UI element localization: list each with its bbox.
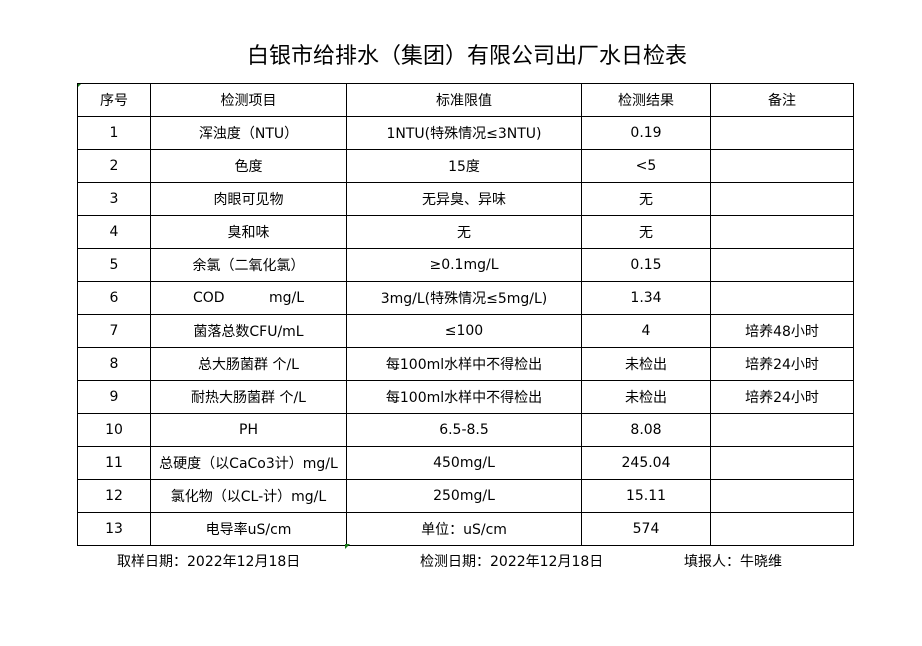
- item-cell: 肉眼可见物: [150, 182, 347, 216]
- table-row: 2 色度 15度 <5: [77, 149, 854, 183]
- table-row: 12 氯化物（以CL-计）mg/L 250mg/L 15.11: [77, 479, 854, 513]
- limit-cell: 每100ml水样中不得检出: [346, 380, 582, 414]
- remark-cell: 培养24小时: [710, 347, 854, 381]
- result-cell: 1.34: [581, 281, 711, 315]
- result-cell: 未检出: [581, 347, 711, 381]
- limit-cell: 1NTU(特殊情况≤3NTU): [346, 116, 582, 150]
- result-cell: 无: [581, 182, 711, 216]
- table-row: 8 总大肠菌群 个/L 每100ml水样中不得检出 未检出 培养24小时: [77, 347, 854, 381]
- result-cell: 0.15: [581, 248, 711, 282]
- table-row: 4 臭和味无无: [77, 215, 854, 249]
- table-row: 6 COD mg/L 3mg/L(特殊情况≤5mg/L) 1.34: [77, 281, 854, 315]
- seq-cell: 12: [77, 479, 151, 513]
- table-row: 1 浑浊度（NTU） 1NTU(特殊情况≤3NTU) 0.19: [77, 116, 854, 150]
- seq-cell: 序号: [77, 83, 151, 117]
- limit-cell: 3mg/L(特殊情况≤5mg/L): [346, 281, 582, 315]
- limit-cell: 250mg/L: [346, 479, 582, 513]
- cell-marker-icon: [345, 544, 350, 549]
- seq-cell: 6: [77, 281, 151, 315]
- remark-cell: 备注: [710, 83, 854, 117]
- table-row: 9 耐热大肠菌群 个/L 每100ml水样中不得检出 未检出 培养24小时: [77, 380, 854, 414]
- seq-cell: 13: [77, 512, 151, 546]
- item-cell: 余氯（二氧化氯）: [150, 248, 347, 282]
- seq-cell: 10: [77, 413, 151, 447]
- header-row: 序号 检测项目 标准限值 检测结果 备注: [77, 83, 854, 117]
- table-row: 3 肉眼可见物 无异臭、异味无: [77, 182, 854, 216]
- item-cell: COD mg/L: [150, 281, 347, 315]
- remark-cell: [710, 116, 854, 150]
- remark-cell: [710, 281, 854, 315]
- table-row: 13 电导率uS/cm 单位：uS/cm 574: [77, 512, 854, 546]
- table-row: 10 PH 6.5-8.5 8.08: [77, 413, 854, 447]
- limit-cell: ≥0.1mg/L: [346, 248, 582, 282]
- remark-cell: [710, 446, 854, 480]
- reporter: 填报人：牛晓维: [684, 554, 782, 570]
- result-cell: 15.11: [581, 479, 711, 513]
- remark-cell: [710, 413, 854, 447]
- result-cell: 574: [581, 512, 711, 546]
- result-cell: 245.04: [581, 446, 711, 480]
- seq-cell: 11: [77, 446, 151, 480]
- result-cell: <5: [581, 149, 711, 183]
- seq-cell: 3: [77, 182, 151, 216]
- item-cell: 总硬度（以CaCo3计）mg/L: [150, 446, 347, 480]
- limit-cell: 无异臭、异味: [346, 182, 582, 216]
- item-cell: 总大肠菌群 个/L: [150, 347, 347, 381]
- seq-cell: 5: [77, 248, 151, 282]
- seq-cell: 4: [77, 215, 151, 249]
- item-cell: 电导率uS/cm: [150, 512, 347, 546]
- remark-cell: [710, 182, 854, 216]
- limit-cell: 单位：uS/cm: [346, 512, 582, 546]
- inspection-table: 序号 检测项目 标准限值 检测结果 备注 1 浑浊度（NTU） 1NTU(特殊情况≤3NTU)…: [77, 83, 854, 546]
- limit-cell: ≤100: [346, 314, 582, 348]
- item-cell: 色度: [150, 149, 347, 183]
- seq-cell: 9: [77, 380, 151, 414]
- item-cell: 浑浊度（NTU）: [150, 116, 347, 150]
- test-date: 检测日期：2022年12月18日: [420, 554, 604, 570]
- item-cell: 检测项目: [150, 83, 347, 117]
- limit-cell: 无: [346, 215, 582, 249]
- table-row: 7 菌落总数CFU/mL ≤100 4 培养48小时: [77, 314, 854, 348]
- remark-cell: 培养24小时: [710, 380, 854, 414]
- item-cell: 菌落总数CFU/mL: [150, 314, 347, 348]
- remark-cell: [710, 479, 854, 513]
- result-cell: 未检出: [581, 380, 711, 414]
- table-row: 5 余氯（二氧化氯） ≥0.1mg/L 0.15: [77, 248, 854, 282]
- limit-cell: 450mg/L: [346, 446, 582, 480]
- limit-cell: 标准限值: [346, 83, 582, 117]
- remark-cell: [710, 215, 854, 249]
- item-cell: 氯化物（以CL-计）mg/L: [150, 479, 347, 513]
- remark-cell: [710, 248, 854, 282]
- limit-cell: 每100ml水样中不得检出: [346, 347, 582, 381]
- remark-cell: [710, 149, 854, 183]
- limit-cell: 6.5-8.5: [346, 413, 582, 447]
- item-cell: 臭和味: [150, 215, 347, 249]
- seq-cell: 7: [77, 314, 151, 348]
- result-cell: 0.19: [581, 116, 711, 150]
- result-cell: 8.08: [581, 413, 711, 447]
- remark-cell: 培养48小时: [710, 314, 854, 348]
- seq-cell: 1: [77, 116, 151, 150]
- result-cell: 4: [581, 314, 711, 348]
- result-cell: 检测结果: [581, 83, 711, 117]
- limit-cell: 15度: [346, 149, 582, 183]
- remark-cell: [710, 512, 854, 546]
- item-cell: 耐热大肠菌群 个/L: [150, 380, 347, 414]
- sample-date: 取样日期：2022年12月18日: [117, 554, 301, 570]
- table-row: 11 总硬度（以CaCo3计）mg/L 450mg/L 245.04: [77, 446, 854, 480]
- page-title: 白银市给排水（集团）有限公司出厂水日检表: [246, 44, 687, 69]
- item-cell: PH: [150, 413, 347, 447]
- seq-cell: 8: [77, 347, 151, 381]
- result-cell: 无: [581, 215, 711, 249]
- seq-cell: 2: [77, 149, 151, 183]
